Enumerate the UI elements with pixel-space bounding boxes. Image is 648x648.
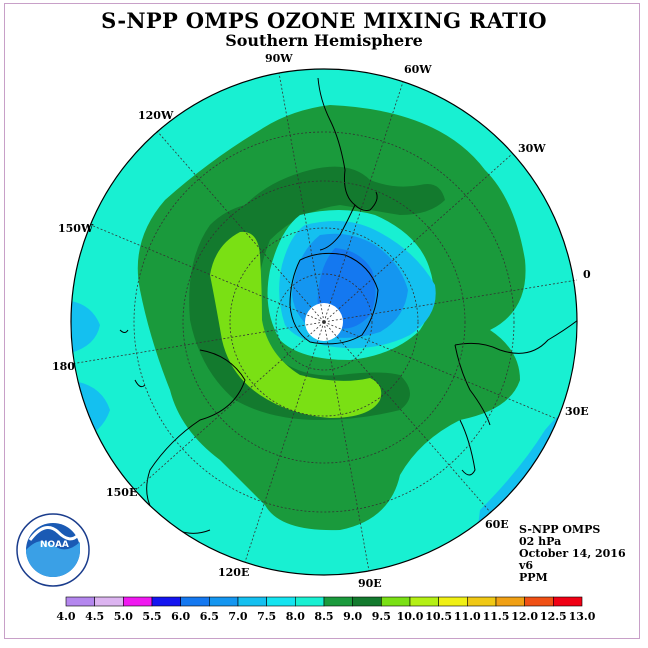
colorbar-swatch <box>295 596 325 607</box>
lon-label-0: 0 <box>583 268 591 281</box>
colorbar-tick-label: 9.5 <box>371 610 391 623</box>
contour-7-5-west <box>71 300 100 355</box>
noaa-logo <box>16 513 90 587</box>
colorbar-tick-label: 6.5 <box>199 610 219 623</box>
colorbar-tick-label: 5.0 <box>113 610 133 623</box>
info-date: October 14, 2016 <box>519 547 626 560</box>
colorbar-swatch <box>180 596 210 607</box>
lon-label-120w: 120W <box>138 109 174 122</box>
colorbar-swatch <box>553 596 583 607</box>
lon-label-120e: 120E <box>218 566 250 579</box>
info-block: S-NPP OMPS 02 hPa October 14, 2016 v6 PP… <box>519 524 626 584</box>
colorbar-swatch <box>409 596 439 607</box>
colorbar-tick-label: 12.0 <box>511 610 539 623</box>
colorbar-swatch <box>352 596 382 607</box>
map-boundary <box>70 68 578 576</box>
colorbar-swatch <box>381 596 411 607</box>
colorbar-tick-label: 4.0 <box>56 610 76 623</box>
map-subtitle: Southern Hemisphere <box>225 31 423 50</box>
lon-label-180: 180 <box>52 360 75 373</box>
south-america-coast <box>317 77 356 251</box>
map-title: S-NPP OMPS OZONE MIXING RATIO <box>101 8 547 33</box>
colorbar-tick-label: 11.5 <box>482 610 510 623</box>
colorbar-tick-label: 10.5 <box>425 610 453 623</box>
colorbar-swatch <box>266 596 296 607</box>
antarctic-peninsula <box>354 191 378 211</box>
lon-label-90w: 90W <box>265 52 293 65</box>
lon-label-150e: 150E <box>106 486 138 499</box>
colorbar-tick-label: 8.5 <box>314 610 334 623</box>
info-level: 02 hPa <box>519 535 562 548</box>
colorbar-tick-label: 10.0 <box>396 610 424 623</box>
africa-coast <box>454 319 577 426</box>
colorbar-tick-label: 11.0 <box>453 610 481 623</box>
colorbar-swatch <box>123 596 153 607</box>
colorbar-tick-label: 13.0 <box>568 610 596 623</box>
madagascar-coast <box>459 419 476 476</box>
info-units: PPM <box>519 571 548 584</box>
image-frame <box>4 3 640 639</box>
colorbar-tick-label: 6.0 <box>171 610 191 623</box>
colorbar-tick-label: 4.5 <box>85 610 105 623</box>
meridians <box>70 72 578 572</box>
lon-label-30w: 30W <box>518 142 546 155</box>
colorbar-tick-label: 7.0 <box>228 610 248 623</box>
colorbar-tick-label: 9.0 <box>343 610 363 623</box>
lon-label-150w: 150W <box>58 222 94 235</box>
noaa-logo-text: NOAA <box>40 540 69 550</box>
colorbar-tick-label: 7.5 <box>257 610 277 623</box>
contour-9-5 <box>210 231 382 418</box>
info-instrument: S-NPP OMPS <box>519 523 601 536</box>
latitude-circles <box>133 131 515 513</box>
lon-label-60e: 60E <box>485 518 509 531</box>
colorbar-swatch <box>524 596 554 607</box>
colorbar-tick-label: 12.5 <box>539 610 567 623</box>
colorbar-swatch <box>209 596 239 607</box>
lon-label-30e: 30E <box>565 405 589 418</box>
colorbar-swatch <box>495 596 525 607</box>
colorbar-swatch <box>151 596 181 607</box>
colorbar-tick-label: 5.5 <box>142 610 162 623</box>
coastlines <box>119 77 577 534</box>
colorbar-swatch <box>467 596 497 607</box>
islands <box>119 329 146 388</box>
colorbar-swatch <box>438 596 468 607</box>
colorbar-swatch <box>237 596 267 607</box>
antarctica-coast <box>289 252 379 345</box>
colorbar-tick-label: 8.0 <box>285 610 305 623</box>
colorbar-swatch <box>65 596 95 607</box>
lon-label-90e: 90E <box>358 577 382 590</box>
colorbar-swatch <box>94 596 124 607</box>
info-version: v6 <box>519 559 534 572</box>
colorbar-swatch <box>323 596 353 607</box>
lon-label-60w: 60W <box>404 63 432 76</box>
